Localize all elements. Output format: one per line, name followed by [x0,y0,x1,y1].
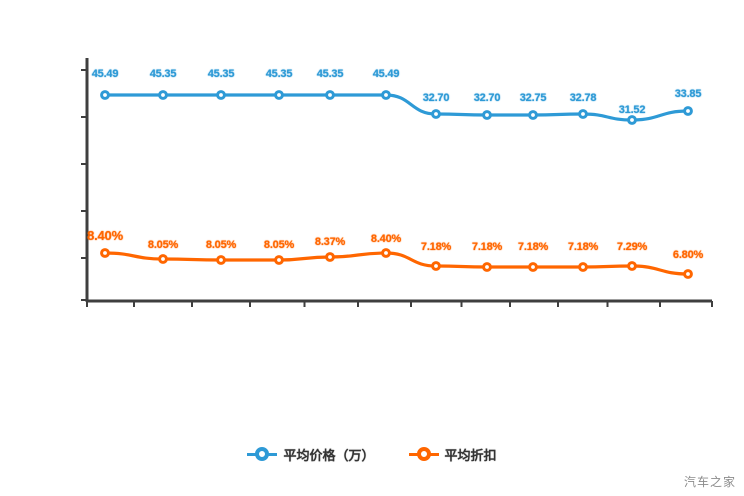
average-price-point[interactable] [627,115,637,125]
data-label-average-price: 45.35 [149,68,177,80]
x-axis-ticks [86,301,713,307]
average-price-point[interactable] [482,110,492,120]
data-label-average-price: 32.70 [422,92,450,104]
average-price-point[interactable] [100,90,110,100]
average-discount-point[interactable] [528,262,538,272]
data-label-average-price: 45.35 [265,68,293,80]
y-axis-ticks [81,69,87,301]
average-discount-point[interactable] [158,254,168,264]
average-discount-point[interactable] [431,261,441,271]
data-label-average-price: 32.78 [569,92,597,104]
data-label-average-discount: 8.37% [314,236,346,248]
data-label-average-discount: 8.05% [263,239,295,251]
data-label-average-price: 32.75 [519,92,547,104]
average-price-point[interactable] [274,90,284,100]
data-label-average-discount: 8.05% [147,239,179,251]
series-line-average-price [100,90,693,125]
data-label-average-discount: 8.40% [87,228,123,243]
average-price-point[interactable] [381,90,391,100]
average-discount-point[interactable] [216,255,226,265]
average-discount-point[interactable] [381,248,391,258]
legend-marker-icon [408,447,439,461]
data-label-average-price: 45.35 [316,68,344,80]
average-discount-point[interactable] [683,269,693,279]
legend-item-average-discount[interactable]: 平均折扣 [408,445,497,464]
average-discount-point[interactable] [274,255,284,265]
legend-marker-icon [247,447,278,461]
average-price-point[interactable] [216,90,226,100]
data-label-average-price: 45.49 [91,68,119,80]
average-discount-point[interactable] [482,262,492,272]
average-discount-point[interactable] [325,252,335,262]
data-label-average-discount: 7.18% [567,241,599,253]
data-label-average-discount: 7.29% [616,241,648,253]
average-price-point[interactable] [158,90,168,100]
data-label-average-price: 45.35 [207,68,235,80]
average-price-path [103,93,690,122]
data-label-average-discount: 8.05% [205,239,237,251]
average-price-point[interactable] [578,109,588,119]
average-discount-point[interactable] [627,261,637,271]
legend-label-average-price: 平均价格（万） [283,447,375,463]
average-discount-point[interactable] [100,248,110,258]
legend-item-average-price[interactable]: 平均价格（万） [247,445,375,464]
data-label-average-discount: 7.18% [517,241,549,253]
series-line-average-discount [100,248,693,279]
average-price-point[interactable] [325,90,335,100]
average-price-point[interactable] [683,106,693,116]
chart-legend: 平均价格（万） 平均折扣 [0,441,744,467]
average-discount-path [103,251,690,276]
data-label-average-discount: 7.18% [420,241,452,253]
data-label-average-price: 45.49 [372,68,400,80]
data-label-average-price: 33.85 [674,88,702,100]
data-label-average-discount: 6.80% [672,249,704,261]
legend-label-average-discount: 平均折扣 [444,447,497,463]
average-price-point[interactable] [528,110,538,120]
data-label-average-price: 31.52 [618,104,646,116]
average-discount-point[interactable] [578,262,588,272]
average-price-point[interactable] [431,109,441,119]
data-label-average-discount: 8.40% [370,233,402,245]
watermark: 汽车之家 [683,475,736,489]
data-label-average-price: 32.70 [473,92,501,104]
data-label-average-discount: 7.18% [471,241,503,253]
